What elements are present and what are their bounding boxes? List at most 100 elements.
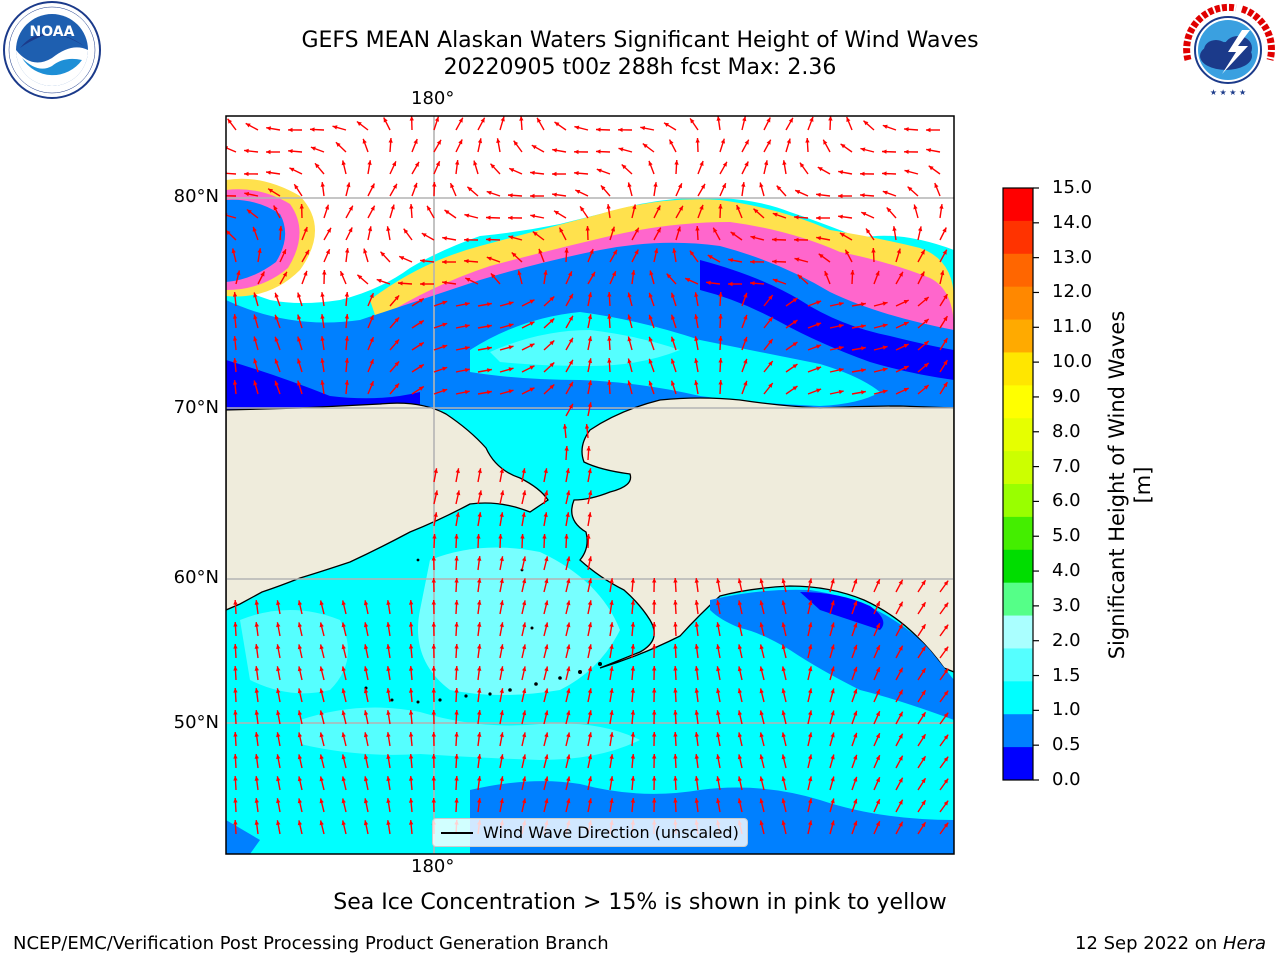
wave-arrow-head bbox=[587, 512, 592, 517]
wave-arrow-head bbox=[278, 226, 283, 231]
wave-arrow-head bbox=[392, 183, 397, 189]
wave-arrow-head bbox=[640, 126, 646, 131]
wave-arrow-head bbox=[464, 302, 470, 307]
wave-arrow-head bbox=[830, 754, 835, 760]
wave-arrow-head bbox=[297, 666, 302, 672]
wave-arrow-head bbox=[816, 300, 822, 305]
wave-arrow-head bbox=[363, 248, 368, 254]
wave-arrow-head bbox=[759, 182, 764, 188]
wave-arrow-head bbox=[882, 323, 888, 328]
wave-arrow-head bbox=[781, 754, 786, 760]
colorbar-block bbox=[1003, 648, 1033, 682]
wave-arrow-head bbox=[487, 324, 492, 329]
wave-arrow-head bbox=[562, 424, 568, 429]
wave-arrow-head bbox=[610, 226, 615, 232]
wave-arrow-head bbox=[649, 270, 654, 276]
wave-arrow-head bbox=[716, 578, 721, 584]
wave-arrow-head bbox=[254, 688, 259, 693]
wave-arrow-head bbox=[805, 138, 810, 143]
wave-arrow-head bbox=[297, 336, 302, 342]
wave-arrow-head bbox=[743, 358, 748, 364]
wave-arrow-head bbox=[943, 624, 949, 630]
wave-arrow-head bbox=[634, 227, 639, 233]
wave-arrow-head bbox=[921, 602, 926, 608]
wave-arrow-head bbox=[737, 732, 742, 738]
wave-arrow-head bbox=[839, 233, 845, 238]
wave-arrow-head bbox=[768, 317, 773, 322]
wave-arrow-head bbox=[808, 776, 813, 782]
wave-arrow-head bbox=[737, 710, 742, 716]
wave-arrow-head bbox=[454, 688, 459, 693]
wave-arrow-head bbox=[737, 798, 742, 804]
wave-arrow-head bbox=[943, 822, 949, 828]
wave-arrow-head bbox=[788, 117, 793, 123]
wave-arrow-head bbox=[737, 622, 742, 628]
wave-arrow-head bbox=[367, 226, 373, 232]
wave-arrow-head bbox=[294, 184, 299, 190]
wave-arrow-head bbox=[875, 689, 880, 695]
wave-arrow-head bbox=[648, 314, 653, 320]
lon-label-bottom: 180° bbox=[411, 856, 455, 877]
wave-arrow-head bbox=[586, 534, 591, 539]
wave-arrow-head bbox=[830, 688, 835, 694]
wave-arrow-head bbox=[630, 688, 636, 693]
wave-arrow-head bbox=[499, 468, 504, 474]
wave-arrow-head bbox=[367, 160, 372, 165]
wave-arrow-head bbox=[254, 666, 259, 671]
wave-arrow-head bbox=[652, 798, 657, 803]
wave-arrow-head bbox=[850, 270, 855, 275]
wave-arrow-head bbox=[781, 644, 786, 650]
wave-arrow-head bbox=[618, 127, 623, 132]
lat-label-60: 60°N bbox=[173, 567, 219, 588]
wave-arrow-head bbox=[320, 182, 325, 187]
wave-arrow-head bbox=[450, 183, 455, 189]
wave-arrow-head bbox=[652, 644, 657, 649]
wave-arrow-head bbox=[861, 324, 866, 329]
wave-arrow-head bbox=[498, 534, 503, 539]
wave-arrow-head bbox=[454, 798, 459, 803]
wave-arrow-head bbox=[544, 622, 549, 628]
colorbar-tick-label: 5.0 bbox=[1052, 525, 1081, 547]
wave-arrow-head bbox=[920, 249, 925, 255]
wave-arrow-head bbox=[442, 280, 447, 285]
wave-arrow-head bbox=[737, 666, 742, 672]
alaska-land bbox=[571, 397, 954, 673]
wave-arrow-head bbox=[444, 210, 450, 215]
wave-arrow-head bbox=[477, 138, 483, 144]
wave-arrow-head bbox=[580, 206, 585, 212]
wave-arrow-head bbox=[274, 380, 279, 386]
wave-arrow-head bbox=[341, 644, 346, 650]
wave-arrow-head bbox=[808, 820, 813, 826]
wave-arrow-head bbox=[587, 314, 593, 320]
wave-arrow-head bbox=[630, 666, 636, 671]
wave-arrow-head bbox=[276, 666, 281, 672]
lon-label-top: 180° bbox=[411, 88, 455, 109]
wave-arrow-head bbox=[568, 403, 573, 409]
wave-arrow-head bbox=[544, 798, 549, 804]
wave-arrow-head bbox=[673, 688, 678, 693]
wave-arrow-head bbox=[587, 336, 593, 342]
wave-arrow-head bbox=[432, 534, 437, 539]
wave-arrow-head bbox=[254, 754, 259, 759]
wave-arrow-head bbox=[716, 754, 721, 760]
wave-arrow-head bbox=[310, 146, 316, 151]
wave-arrow-head bbox=[772, 259, 777, 264]
wave-arrow-head bbox=[386, 226, 391, 231]
wave-arrow-head bbox=[232, 380, 238, 385]
wave-arrow-head bbox=[487, 368, 492, 373]
wave-arrow-head bbox=[434, 490, 439, 496]
wave-arrow-head bbox=[522, 710, 527, 716]
wave-arrow-head bbox=[621, 164, 627, 170]
wave-arrow-head bbox=[718, 336, 723, 341]
wave-arrow-head bbox=[568, 381, 573, 387]
wave-arrow-head bbox=[326, 227, 331, 233]
wave-arrow-head bbox=[363, 732, 369, 738]
wave-arrow-head bbox=[500, 116, 505, 122]
wave-arrow-head bbox=[454, 754, 459, 759]
wave-arrow-head bbox=[766, 139, 771, 145]
wave-arrow-head bbox=[587, 622, 593, 628]
wave-arrow-head bbox=[898, 645, 903, 651]
wave-arrow-head bbox=[274, 292, 279, 298]
wave-arrow-head bbox=[568, 359, 573, 365]
wave-arrow-head bbox=[768, 383, 773, 388]
